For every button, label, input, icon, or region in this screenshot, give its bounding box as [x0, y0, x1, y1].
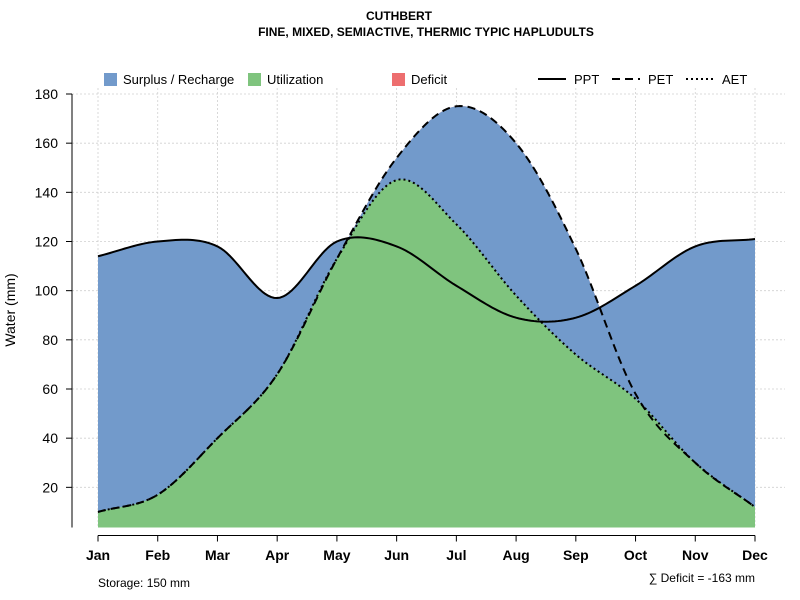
x-tick-label: Oct [624, 547, 648, 563]
x-tick-label: Aug [502, 547, 529, 563]
x-tick-label: May [323, 547, 350, 563]
series-lines [97, 105, 756, 513]
y-tick-label: 140 [35, 184, 59, 200]
storage-label: Storage: 150 mm [98, 576, 190, 590]
x-tick-label: Feb [145, 547, 170, 563]
series-line-aet [97, 178, 756, 513]
deficit-total-label: ∑ Deficit = -163 mm [649, 571, 755, 585]
legend-swatch [392, 73, 405, 86]
x-tick-label: Nov [682, 547, 709, 563]
x-tick-label: Sep [563, 547, 589, 563]
legend-label: AET [722, 72, 747, 87]
legend-label: Utilization [267, 72, 323, 87]
y-tick-label: 40 [42, 430, 58, 446]
legend-swatch [248, 73, 261, 86]
y-axis-label: Water (mm) [2, 273, 18, 346]
y-tick-label: 180 [35, 86, 59, 102]
legend-label: Surplus / Recharge [123, 72, 234, 87]
x-tick-label: Mar [205, 547, 230, 563]
x-tick-label: Jan [86, 547, 110, 563]
y-tick-label: 20 [42, 479, 58, 495]
legend-label: PET [648, 72, 673, 87]
y-tick-label: 80 [42, 332, 58, 348]
area-fills [98, 106, 755, 528]
chart-subtitle: FINE, MIXED, SEMIACTIVE, THERMIC TYPIC H… [258, 25, 594, 39]
x-tick-label: Apr [265, 547, 290, 563]
y-tick-label: 100 [35, 283, 59, 299]
y-tick-label: 120 [35, 234, 59, 250]
legend-swatch [104, 73, 117, 86]
chart-title: CUTHBERT [366, 9, 433, 23]
x-tick-label: Jul [446, 547, 466, 563]
series-line-ppt [97, 236, 756, 323]
utilization-area [98, 179, 755, 528]
y-tick-label: 160 [35, 135, 59, 151]
axes: 20 40 60 80 100 120 140 160 180 Jan Feb Mar Apr May Ju… [35, 86, 768, 563]
x-tick-label: Jun [384, 547, 409, 563]
legend-label: PPT [574, 72, 599, 87]
legend: Surplus / Recharge Utilization Deficit PPT P… [104, 72, 747, 87]
x-tick-label: Dec [742, 547, 768, 563]
legend-label: Deficit [411, 72, 448, 87]
y-tick-label: 60 [42, 381, 58, 397]
